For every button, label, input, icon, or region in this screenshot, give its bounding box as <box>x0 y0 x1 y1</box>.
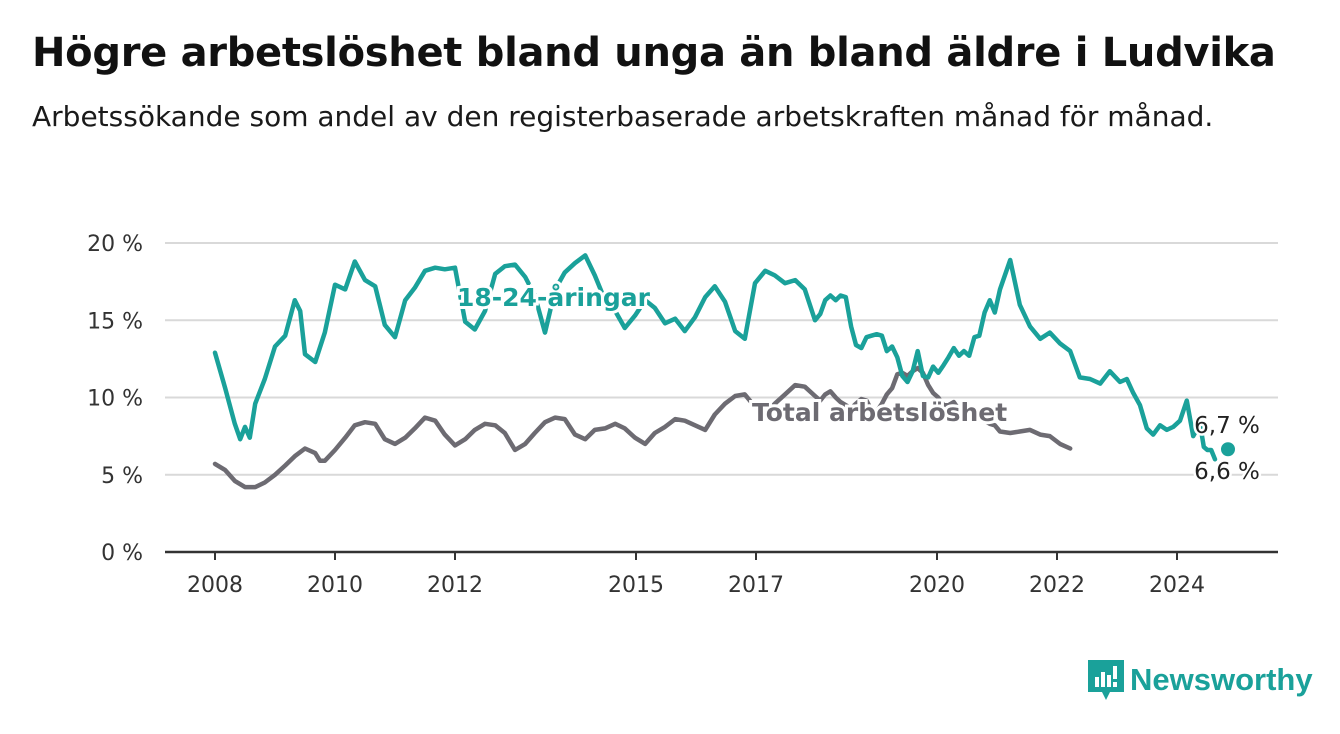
x-tick-label: 2020 <box>909 573 965 598</box>
chart-title: Högre arbetslöshet bland unga än bland ä… <box>32 30 1276 76</box>
y-tick-label: 0 % <box>101 541 143 566</box>
series-label-youth: 18-24-åringar <box>457 283 651 312</box>
x-tick-label: 2015 <box>608 573 664 598</box>
y-tick-label: 20 % <box>87 232 143 257</box>
x-tick-label: 2010 <box>307 573 363 598</box>
x-tick-label: 2012 <box>427 573 483 598</box>
end-label-youth: 6,6 % <box>1194 459 1260 485</box>
x-tick-label: 2017 <box>728 573 784 598</box>
x-tick-label: 2022 <box>1029 573 1085 598</box>
endpoint-marker <box>1221 442 1235 457</box>
brand: Newsworthy <box>1088 660 1313 700</box>
series-line-youth <box>212 253 1218 462</box>
y-tick-label: 15 % <box>87 309 143 334</box>
series-label-total: Total arbetslöshet <box>752 398 1007 427</box>
series-line-total <box>212 365 1073 490</box>
end-label-total: 6,7 % <box>1194 413 1260 439</box>
x-tick-label: 2008 <box>187 573 243 598</box>
chart-subtitle: Arbetssökande som andel av den registerb… <box>32 100 1214 133</box>
newsworthy-logo-icon <box>1088 660 1124 700</box>
y-tick-label: 10 % <box>87 387 143 412</box>
brand-name: Newsworthy <box>1130 662 1313 697</box>
y-tick-label: 5 % <box>101 464 143 489</box>
x-tick-label: 2024 <box>1149 573 1205 598</box>
